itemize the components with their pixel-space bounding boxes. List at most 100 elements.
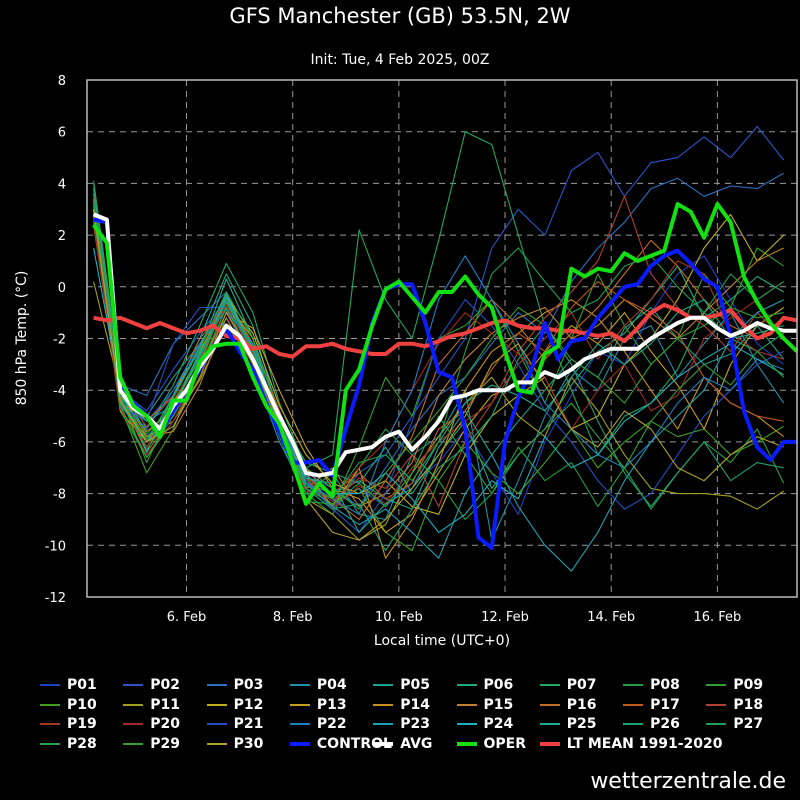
y-tick-label: 4 bbox=[58, 177, 66, 192]
legend-label: P06 bbox=[483, 677, 514, 693]
legend-item-lt-mean-1991-2020: LT MEAN 1991-2020 bbox=[539, 735, 723, 753]
legend-swatch bbox=[206, 703, 227, 706]
legend-swatch bbox=[706, 723, 727, 726]
y-tick-label: -2 bbox=[53, 333, 66, 348]
legend-item-p07: P07 bbox=[539, 676, 597, 694]
legend-item-p22: P22 bbox=[289, 715, 347, 733]
legend-item-p29: P29 bbox=[123, 735, 180, 753]
legend-swatch bbox=[373, 684, 394, 686]
x-axis-label: Local time (UTC+0) bbox=[374, 633, 510, 649]
y-tick-label: -10 bbox=[45, 539, 66, 554]
legend-item-p26: P26 bbox=[623, 715, 680, 733]
legend-swatch bbox=[706, 684, 727, 686]
series-line-lt-mean-1991-2020 bbox=[93, 302, 798, 359]
legend-label: P22 bbox=[316, 716, 347, 733]
legend-label: P21 bbox=[233, 716, 264, 733]
legend-label: P15 bbox=[483, 696, 514, 713]
legend-label: P03 bbox=[233, 677, 264, 693]
series-line-p02 bbox=[93, 125, 785, 510]
legend-swatch bbox=[373, 723, 394, 726]
y-tick-labels: 8 6 4 2 0 -2 -4 -6 -8 -10 -12 bbox=[45, 74, 66, 606]
y-tick-label: -6 bbox=[53, 436, 66, 451]
legend-item-p19: P19 bbox=[40, 715, 97, 733]
legend-swatch bbox=[206, 684, 227, 686]
legend-swatch bbox=[623, 684, 644, 686]
x-tick-label: 12. Feb bbox=[481, 610, 529, 625]
legend-label: P23 bbox=[400, 716, 430, 733]
legend-swatch bbox=[456, 684, 477, 686]
y-tick-label: -4 bbox=[53, 384, 66, 399]
legend-item-p17: P17 bbox=[623, 696, 680, 714]
legend-label: P26 bbox=[650, 716, 680, 733]
legend-label: P17 bbox=[650, 696, 680, 713]
y-axis-label: 850 hPa Temp. (°C) bbox=[14, 271, 30, 406]
legend-item-p10: P10 bbox=[40, 696, 97, 714]
legend-label: P12 bbox=[233, 696, 264, 713]
legend-swatch bbox=[456, 742, 477, 747]
legend-label: P14 bbox=[400, 696, 430, 713]
legend-swatch bbox=[289, 684, 310, 686]
highlight-lines bbox=[91, 202, 799, 550]
y-tick-label: 2 bbox=[58, 229, 66, 244]
legend-swatch bbox=[289, 723, 310, 726]
legend-swatch bbox=[539, 742, 560, 747]
legend-swatch bbox=[456, 703, 477, 706]
legend-label: P07 bbox=[566, 677, 597, 693]
ensemble-chart: 8 6 4 2 0 -2 -4 -6 -8 -10 -12 6. Feb 8. Feb 10. Feb 1… bbox=[14, 74, 799, 649]
legend-swatch bbox=[289, 703, 310, 706]
legend-label: P10 bbox=[67, 696, 97, 713]
legend-item-p25: P25 bbox=[539, 715, 597, 733]
x-tick-label: 16. Feb bbox=[693, 610, 741, 625]
legend-label: P18 bbox=[733, 696, 764, 713]
legend-swatch bbox=[40, 723, 60, 726]
legend-swatch bbox=[289, 742, 310, 747]
y-tick-label: -8 bbox=[53, 488, 66, 503]
legend-item-p02: P02 bbox=[123, 676, 180, 694]
legend-item-p21: P21 bbox=[206, 715, 264, 733]
legend-swatch bbox=[40, 743, 60, 746]
series-line-p07 bbox=[93, 131, 785, 469]
series-line-p26 bbox=[93, 183, 784, 552]
legend-label: OPER bbox=[483, 736, 527, 753]
legend-label: CONTROL bbox=[316, 736, 392, 753]
chart-title: GFS Manchester (GB) 53.5N, 2W bbox=[229, 4, 571, 28]
series-line-p15 bbox=[93, 224, 784, 508]
legend-label: P30 bbox=[233, 736, 264, 753]
legend-swatch bbox=[539, 723, 560, 726]
legend-item-p03: P03 bbox=[206, 676, 264, 694]
legend-label: P28 bbox=[67, 736, 97, 753]
plot-frame bbox=[86, 79, 798, 598]
legend-label: P09 bbox=[733, 677, 764, 693]
watermark-text: wetterzentrale.de bbox=[590, 769, 786, 794]
legend-item-p23: P23 bbox=[373, 715, 430, 733]
x-tick-label: 8. Feb bbox=[273, 610, 313, 625]
legend-item-p01: P01 bbox=[40, 676, 97, 694]
legend-item-p27: P27 bbox=[706, 715, 763, 733]
legend-label: P13 bbox=[316, 696, 347, 713]
legend-label: LT MEAN 1991-2020 bbox=[566, 736, 723, 753]
y-tick-label: 8 bbox=[58, 74, 66, 89]
legend-item-p05: P05 bbox=[373, 676, 430, 694]
legend-swatch bbox=[373, 742, 394, 747]
legend-label: P01 bbox=[67, 677, 97, 693]
legend-item-p20: P20 bbox=[123, 715, 180, 733]
legend-label: P02 bbox=[150, 677, 181, 693]
legend-label: P16 bbox=[566, 696, 597, 713]
member-lines bbox=[93, 125, 785, 572]
y-tick-label: 6 bbox=[58, 126, 66, 141]
legend-swatch bbox=[206, 743, 227, 746]
series-line-p28 bbox=[93, 201, 785, 508]
x-tick-label: 6. Feb bbox=[167, 610, 207, 625]
series-line-p29 bbox=[93, 214, 784, 510]
x-tick-labels: 6. Feb 8. Feb 10. Feb 12. Feb 14. Feb 16. Feb bbox=[167, 610, 742, 625]
legend-swatch bbox=[373, 703, 394, 706]
legend-label: P24 bbox=[483, 716, 514, 733]
legend-swatch bbox=[40, 684, 60, 686]
series-line-p21 bbox=[93, 204, 784, 533]
y-tick-label: -12 bbox=[45, 591, 66, 606]
y-tick-label: 0 bbox=[58, 281, 66, 296]
legend-swatch bbox=[456, 723, 477, 726]
legend-label: P20 bbox=[150, 716, 181, 733]
legend-label: P25 bbox=[566, 716, 597, 733]
legend-label: P19 bbox=[67, 716, 97, 733]
